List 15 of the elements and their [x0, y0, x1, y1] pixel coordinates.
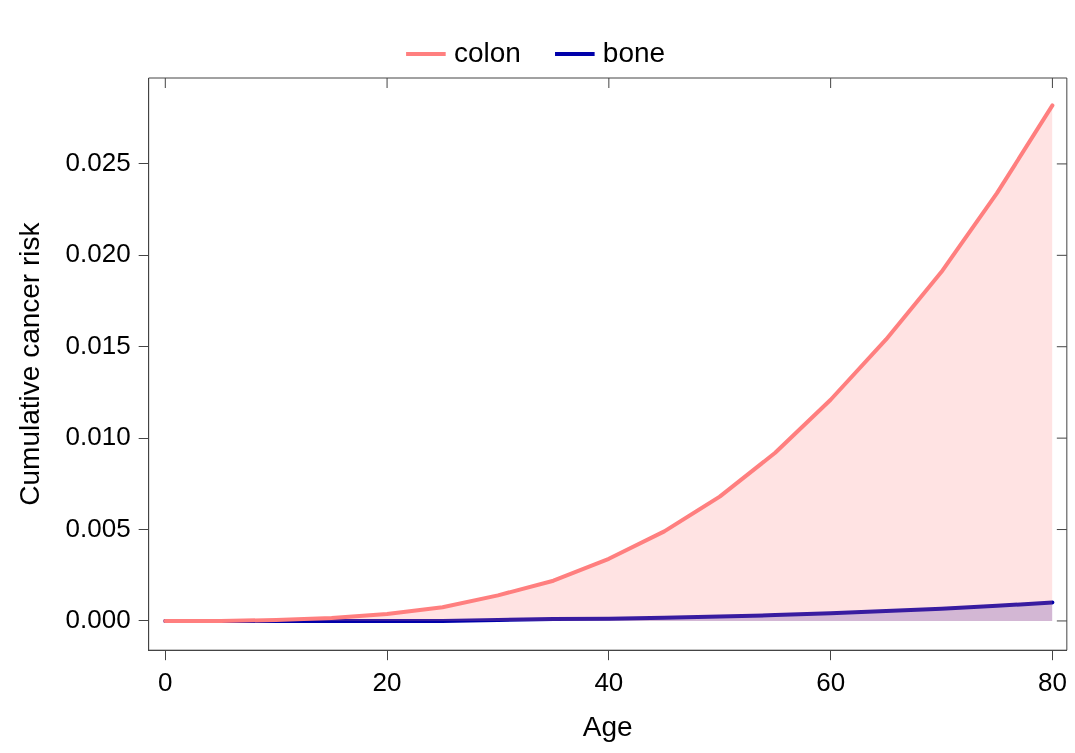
x-tick-label: 60 — [816, 666, 846, 697]
y-axis-title: Cumulative cancer risk — [13, 221, 45, 506]
legend-label: bone — [602, 36, 666, 68]
x-tick-label: 20 — [372, 666, 402, 697]
x-tick-label: 80 — [1037, 666, 1067, 697]
y-tick-label: 0.020 — [65, 238, 131, 269]
x-tick-label: 40 — [594, 666, 624, 697]
y-tick-label: 0.005 — [65, 512, 131, 543]
y-tick-label: 0.025 — [65, 147, 131, 178]
y-tick-label: 0.010 — [65, 421, 131, 452]
y-tick-label: 0.015 — [65, 329, 131, 360]
x-tick-label: 0 — [158, 666, 173, 697]
y-tick-label: 0.000 — [65, 604, 131, 635]
x-axis-title: Age — [582, 710, 633, 742]
legend-label: colon — [453, 36, 521, 68]
